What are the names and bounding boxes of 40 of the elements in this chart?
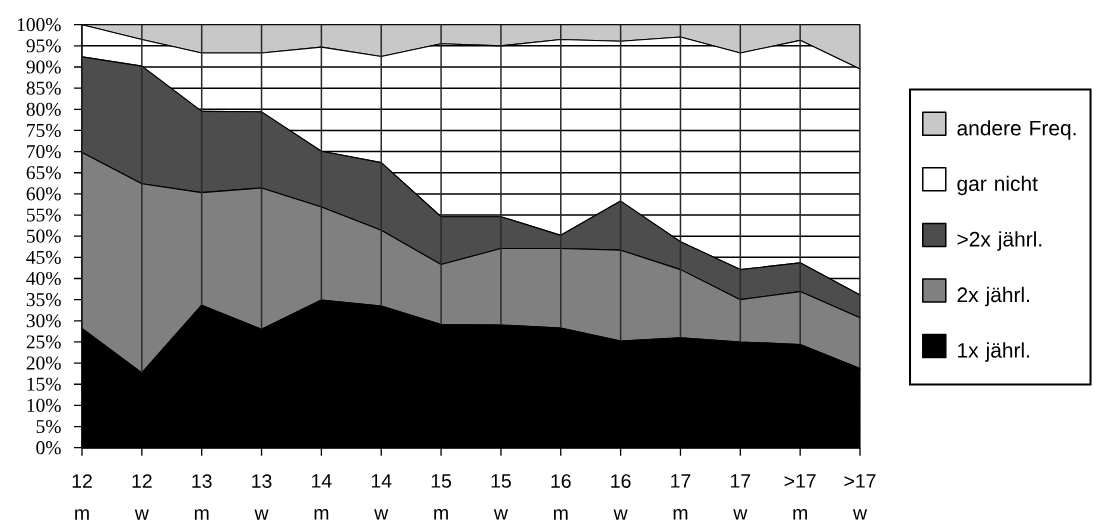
x-tick-label: 17 w bbox=[730, 474, 751, 520]
x-tick-label: 14 m bbox=[312, 474, 332, 520]
x-tick-label: 15 w bbox=[491, 474, 511, 520]
legend-label: 2x jährl. bbox=[957, 286, 1030, 307]
x-tick-label: 13 w bbox=[252, 474, 272, 520]
y-tick-label: 20% bbox=[26, 356, 61, 370]
legend-label: >2x jährl. bbox=[957, 231, 1042, 251]
y-tick-label: 65% bbox=[26, 166, 61, 180]
y-tick-label: 75% bbox=[27, 123, 61, 138]
y-tick-label: 5% bbox=[36, 419, 61, 434]
y-tick-label: 90% bbox=[26, 60, 61, 74]
x-tick-label: 15 m bbox=[431, 474, 452, 520]
y-tick-label: 30% bbox=[26, 314, 61, 328]
x-tick-label: 17 m bbox=[671, 474, 691, 520]
y-tick-label: 40% bbox=[26, 271, 61, 286]
x-tick-label: 13 m bbox=[192, 474, 212, 520]
x-tick-label: >17 m bbox=[784, 474, 816, 520]
y-tick-label: 10% bbox=[27, 398, 61, 412]
y-tick-label: 60% bbox=[26, 187, 61, 201]
legend-label: 1x jährl. bbox=[958, 342, 1030, 362]
y-tick-label: 50% bbox=[27, 229, 61, 243]
y-tick-label: 95% bbox=[26, 39, 61, 53]
x-tick-label: 12 m bbox=[72, 474, 92, 520]
y-tick-label: 85% bbox=[26, 81, 61, 95]
y-tick-label: 45% bbox=[26, 250, 61, 264]
y-tick-label: 70% bbox=[27, 145, 61, 159]
y-tick-label: 15% bbox=[27, 377, 61, 391]
y-tick-label: 80% bbox=[26, 102, 61, 116]
legend-label: gar nicht bbox=[957, 175, 1038, 196]
legend-label: andere Freq. bbox=[957, 120, 1076, 140]
y-tick-label: 25% bbox=[26, 335, 61, 349]
x-tick-label: 16 m bbox=[551, 474, 571, 520]
x-tick-label: 16 w bbox=[611, 474, 631, 520]
x-tick-label: 14 w bbox=[371, 474, 392, 520]
y-tick-label: 55% bbox=[27, 208, 61, 222]
y-tick-label: 100% bbox=[17, 18, 61, 32]
x-tick-label: 12 w bbox=[132, 474, 152, 520]
y-tick-label: 0% bbox=[36, 441, 61, 455]
y-tick-label: 35% bbox=[26, 293, 61, 307]
x-tick-label: >17 w bbox=[844, 474, 876, 520]
